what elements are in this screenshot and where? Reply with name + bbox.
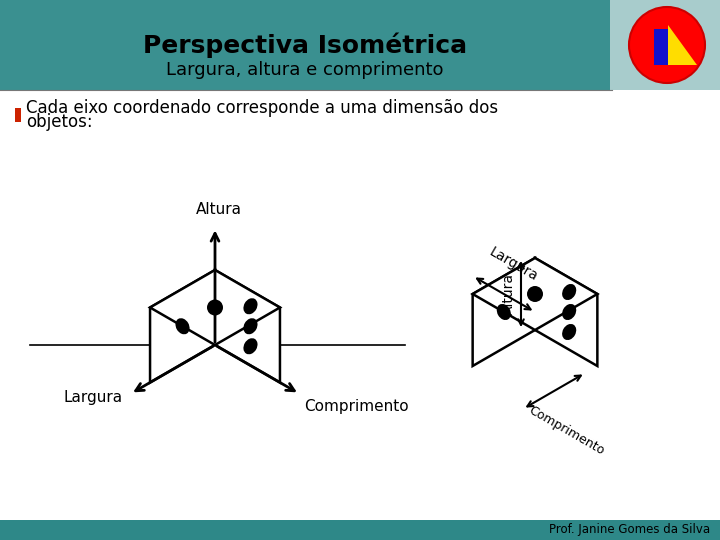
Text: objetos:: objetos: bbox=[26, 113, 93, 131]
Text: Altura: Altura bbox=[502, 273, 516, 315]
Ellipse shape bbox=[562, 324, 576, 340]
Circle shape bbox=[527, 286, 543, 302]
Ellipse shape bbox=[243, 318, 258, 334]
Ellipse shape bbox=[243, 338, 258, 354]
Polygon shape bbox=[150, 270, 215, 382]
Text: Largura: Largura bbox=[63, 390, 122, 405]
Ellipse shape bbox=[243, 298, 258, 314]
Text: Altura: Altura bbox=[196, 202, 242, 218]
Text: Largura, altura e comprimento: Largura, altura e comprimento bbox=[166, 61, 444, 79]
Bar bbox=[654, 29, 668, 65]
Polygon shape bbox=[535, 258, 598, 366]
Circle shape bbox=[629, 7, 705, 83]
Polygon shape bbox=[668, 25, 697, 65]
Text: Largura: Largura bbox=[487, 245, 541, 284]
Ellipse shape bbox=[497, 304, 511, 320]
Bar bbox=[0, 0, 720, 90]
Polygon shape bbox=[150, 270, 280, 345]
Circle shape bbox=[207, 300, 223, 315]
Text: Comprimento: Comprimento bbox=[305, 399, 409, 414]
Text: Perspectiva Isométrica: Perspectiva Isométrica bbox=[143, 32, 467, 58]
Bar bbox=[0, 520, 720, 540]
Bar bbox=[15, 108, 21, 122]
Text: Prof. Janine Gomes da Silva: Prof. Janine Gomes da Silva bbox=[549, 523, 710, 537]
Polygon shape bbox=[472, 258, 598, 330]
Polygon shape bbox=[215, 270, 280, 382]
Bar bbox=[610, 0, 720, 90]
Ellipse shape bbox=[562, 304, 576, 320]
Text: Comprimento: Comprimento bbox=[526, 404, 606, 458]
Polygon shape bbox=[472, 258, 535, 366]
Ellipse shape bbox=[176, 318, 189, 334]
Text: Cada eixo coordenado corresponde a uma dimensão dos: Cada eixo coordenado corresponde a uma d… bbox=[26, 99, 498, 117]
Ellipse shape bbox=[562, 284, 576, 300]
